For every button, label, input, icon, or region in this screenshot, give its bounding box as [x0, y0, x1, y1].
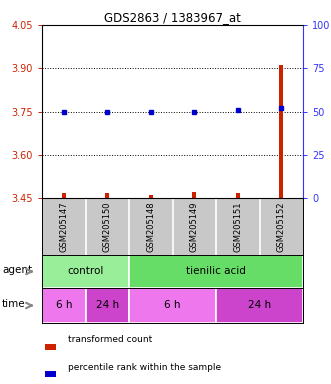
Title: GDS2863 / 1383967_at: GDS2863 / 1383967_at — [104, 11, 241, 24]
Bar — [236, 194, 240, 198]
Bar — [45, 344, 57, 350]
Text: 6 h: 6 h — [56, 301, 72, 311]
Bar — [105, 193, 110, 198]
Text: GSM205148: GSM205148 — [146, 201, 155, 252]
Text: GSM205152: GSM205152 — [277, 201, 286, 252]
Text: agent: agent — [2, 265, 32, 275]
Bar — [42, 288, 85, 323]
Text: tienilic acid: tienilic acid — [186, 266, 246, 276]
Text: percentile rank within the sample: percentile rank within the sample — [68, 363, 221, 372]
Text: transformed count: transformed count — [68, 335, 152, 344]
Text: GSM205149: GSM205149 — [190, 201, 199, 252]
Bar — [129, 288, 216, 323]
Bar — [62, 193, 66, 198]
Bar — [149, 195, 153, 198]
Text: 24 h: 24 h — [96, 301, 119, 311]
Bar — [279, 65, 283, 198]
Bar — [216, 288, 303, 323]
Text: time: time — [2, 299, 25, 309]
Text: control: control — [67, 266, 104, 276]
Text: GSM205150: GSM205150 — [103, 201, 112, 252]
Text: GSM205151: GSM205151 — [233, 201, 242, 252]
Text: GSM205147: GSM205147 — [59, 201, 68, 252]
Bar — [85, 288, 129, 323]
Bar — [192, 192, 196, 198]
Text: 6 h: 6 h — [164, 301, 181, 311]
Bar — [129, 255, 303, 288]
Text: 24 h: 24 h — [248, 301, 271, 311]
Bar — [45, 371, 57, 377]
Bar — [42, 255, 129, 288]
